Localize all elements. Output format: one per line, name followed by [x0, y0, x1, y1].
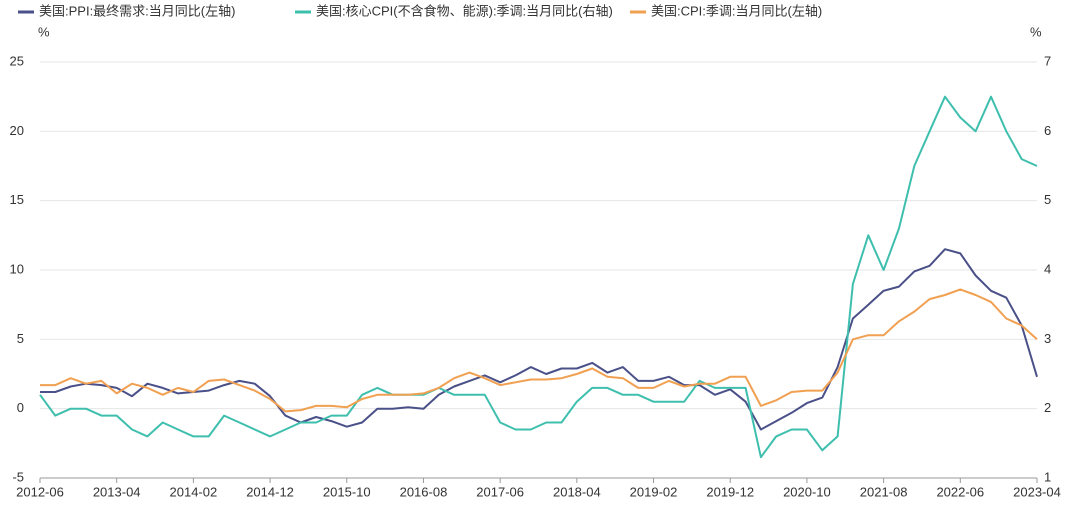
y2-tick-label: 6 [1044, 123, 1051, 138]
legend-label: 美国:CPI:季调:当月同比(左轴) [651, 3, 822, 18]
x-tick-label: 2022-06 [936, 484, 984, 499]
y2-tick-label: 1 [1044, 469, 1051, 484]
x-tick-label: 2012-06 [16, 484, 64, 499]
y-tick-label: 15 [10, 192, 24, 207]
y-tick-label: 25 [10, 53, 24, 68]
y-tick-label: 20 [10, 123, 24, 138]
x-tick-label: 2014-12 [246, 484, 294, 499]
y-tick-label: 10 [10, 261, 24, 276]
x-tick-label: 2019-12 [706, 484, 754, 499]
y-unit: % [38, 24, 50, 39]
y-tick-label: 5 [17, 331, 24, 346]
x-tick-label: 2016-08 [400, 484, 448, 499]
y-tick-label: -5 [12, 469, 24, 484]
y2-tick-label: 5 [1044, 192, 1051, 207]
x-tick-label: 2014-02 [170, 484, 218, 499]
x-tick-label: 2015-10 [323, 484, 371, 499]
x-tick-label: 2019-02 [630, 484, 678, 499]
y2-tick-label: 2 [1044, 400, 1051, 415]
x-tick-label: 2021-08 [860, 484, 908, 499]
y2-tick-label: 7 [1044, 53, 1051, 68]
series-line [40, 248, 1038, 431]
x-tick-label: 2023-04 [1013, 484, 1061, 499]
series-line [39, 95, 1038, 459]
y-tick-label: 0 [17, 400, 24, 415]
y2-unit: % [1030, 24, 1042, 39]
x-tick-label: 2013-04 [93, 484, 141, 499]
legend-label: 美国:核心CPI(不含食物、能源):季调:当月同比(右轴) [316, 3, 613, 18]
y2-tick-label: 4 [1044, 261, 1051, 276]
x-tick-label: 2017-06 [476, 484, 524, 499]
series-line [40, 288, 1038, 413]
x-tick-label: 2018-04 [553, 484, 601, 499]
y2-tick-label: 3 [1044, 331, 1051, 346]
x-tick-label: 2020-10 [783, 484, 831, 499]
legend-label: 美国:PPI:最终需求:当月同比(左轴) [39, 3, 235, 18]
